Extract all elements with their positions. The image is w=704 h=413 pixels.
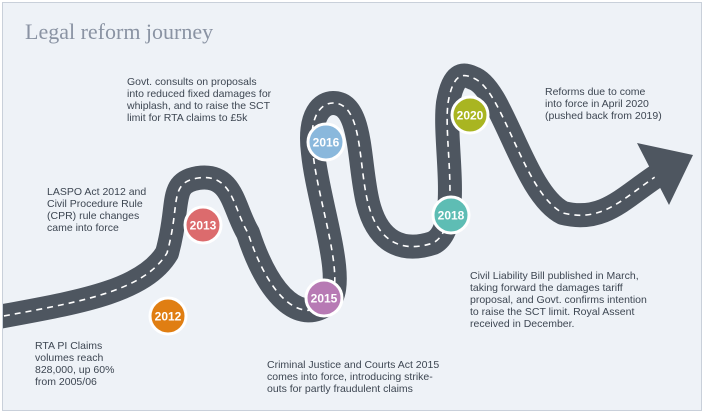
- milestone-note-2015: Criminal Justice and Courts Act 2015 com…: [267, 359, 440, 395]
- milestone-circle: [304, 278, 344, 318]
- road-arrow-head: [637, 143, 693, 205]
- milestone-circle: [450, 95, 490, 135]
- milestone-badge: 2013: [183, 205, 223, 245]
- milestone-circle: [306, 122, 346, 162]
- milestone-year: 2018: [438, 209, 465, 223]
- lane-markings: [3, 74, 659, 317]
- milestone-note-2012: RTA PI Claims volumes reach 828,000, up …: [35, 340, 115, 388]
- milestone-badge: 2018: [431, 195, 471, 235]
- milestone-year: 2020: [457, 109, 484, 123]
- milestone-year: 2013: [190, 219, 217, 233]
- milestone-year: 2012: [155, 310, 182, 324]
- milestone-note-2018: Civil Liability Bill published in March,…: [470, 270, 647, 330]
- milestone-note-2013: LASPO Act 2012 and Civil Procedure Rule …: [47, 186, 147, 234]
- milestone-circle: [148, 296, 188, 336]
- milestone-note-2020: Reforms due to come into force in April …: [545, 86, 662, 122]
- milestone-badge: 2012: [148, 296, 188, 336]
- milestone-badge: 2016: [306, 122, 346, 162]
- milestone-year: 2015: [311, 292, 338, 306]
- milestone-note-2016: Govt. consults on proposals into reduced…: [127, 76, 272, 124]
- page-title: Legal reform journey: [25, 19, 214, 44]
- milestone-circle: [431, 195, 471, 235]
- milestone-badge: 2020: [450, 95, 490, 135]
- milestone-badge: 2015: [304, 278, 344, 318]
- road-diagram: 2012 2013 2015 2016 2018 2020: [3, 63, 693, 336]
- milestone-circle: [183, 205, 223, 245]
- milestone-year: 2016: [313, 136, 340, 150]
